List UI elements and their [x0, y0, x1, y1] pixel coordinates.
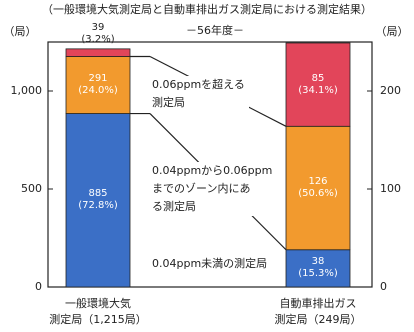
- annotation: 0.04ppmから0.06ppm までのゾーン内にあ る測定局: [148, 162, 277, 216]
- value-label: 126 (50.6%): [298, 176, 338, 200]
- x-tick-label: 自動車排出ガス 測定局（249局）: [274, 297, 362, 326]
- bar-segment: [65, 56, 131, 114]
- y2-tick-label: 0: [380, 280, 387, 293]
- bar-segment: [285, 249, 351, 288]
- chart-title: （一般環境大気測定局と自動車排出ガス測定局における測定結果）: [42, 2, 372, 16]
- value-label: 291 (24.0%): [78, 73, 118, 97]
- y-tick-label: 1,000: [11, 84, 43, 97]
- plot-frame: [47, 41, 373, 288]
- value-label: 885 (72.8%): [78, 188, 118, 212]
- bar-segment: [65, 48, 131, 57]
- y-tick-label: 500: [21, 182, 42, 195]
- bar-segment: [285, 42, 351, 127]
- y-tick-label: 0: [35, 280, 42, 293]
- value-label: 85 (34.1%): [298, 72, 338, 96]
- chart-subtitle: －56年度－: [186, 23, 244, 37]
- value-label: 38 (15.3%): [298, 256, 338, 280]
- x-tick-label: 一般環境大気 測定局（1,215局）: [49, 297, 147, 326]
- y2-tick-label: 100: [380, 182, 401, 195]
- annotation: 0.04ppm未満の測定局: [148, 255, 272, 273]
- y2-tick-label: 200: [380, 84, 401, 97]
- y2-axis-label: （局）: [376, 25, 409, 38]
- y-axis-label: （局）: [4, 25, 37, 38]
- bar-segment: [65, 113, 131, 288]
- value-label: 39 (3.2%): [81, 21, 115, 45]
- annotation: 0.06ppmを超える 測定局: [148, 76, 249, 112]
- bar-segment: [285, 125, 351, 251]
